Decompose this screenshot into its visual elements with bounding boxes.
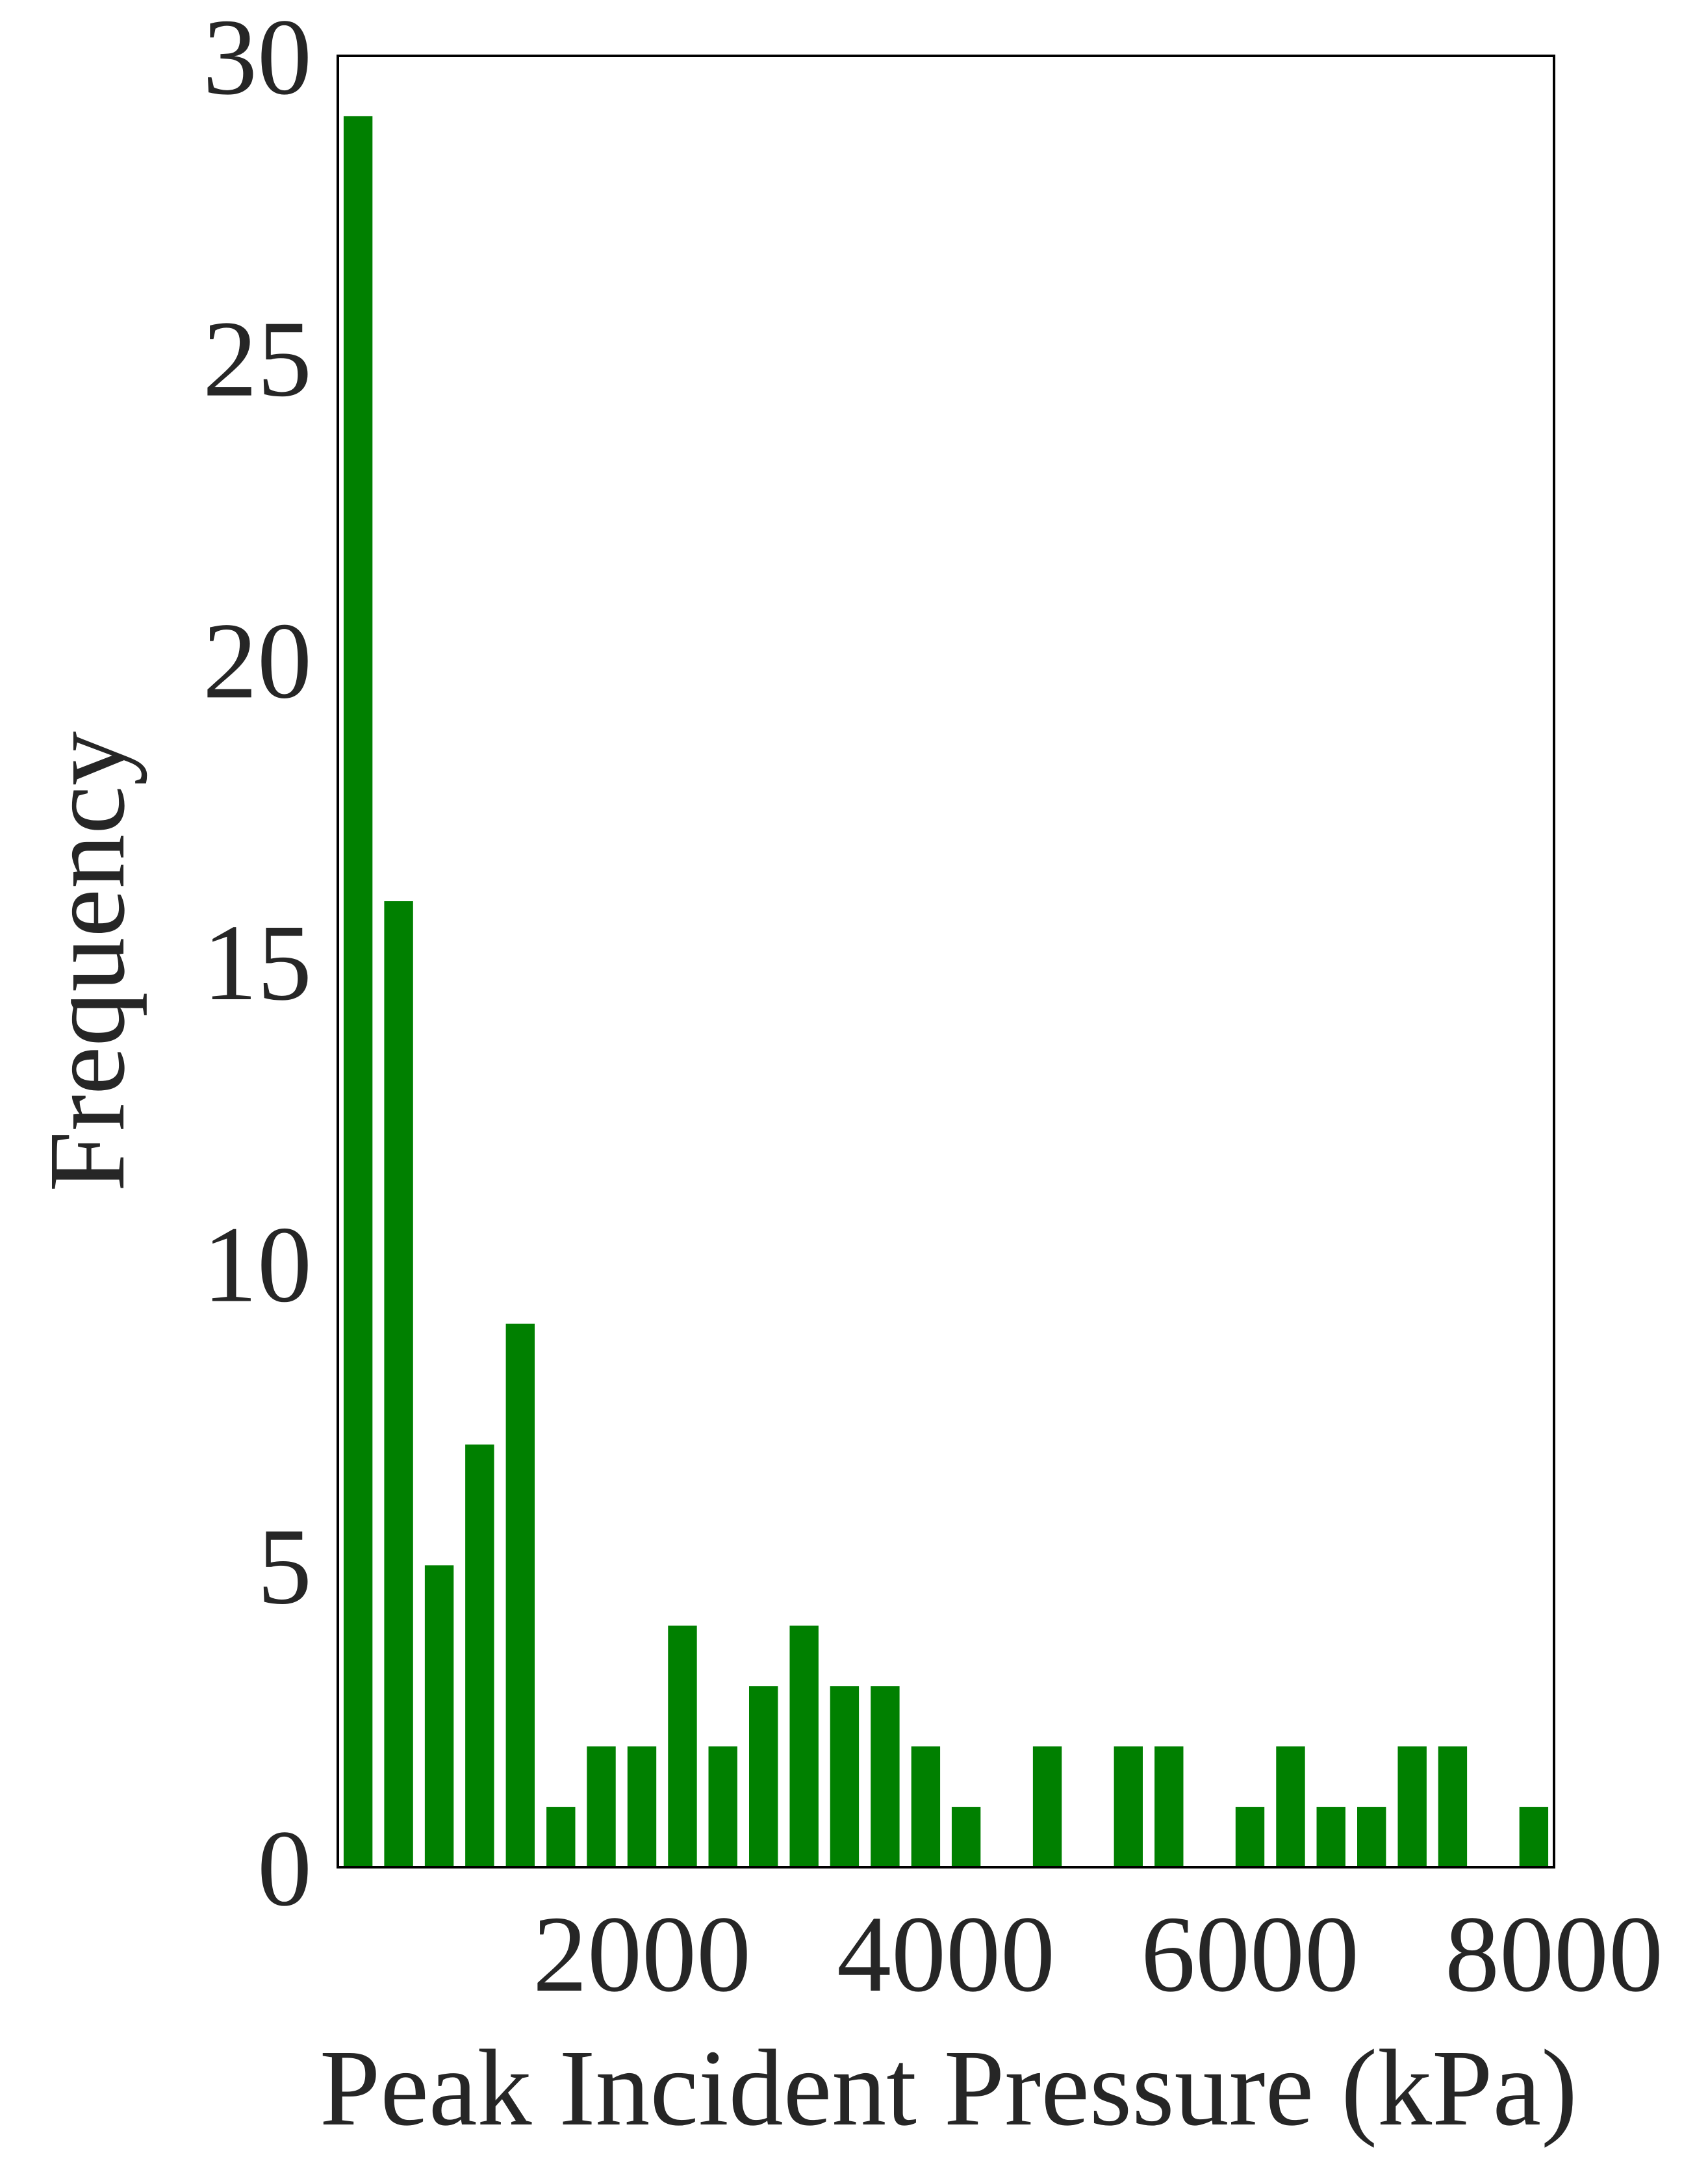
histogram-bar [1519,1807,1549,1867]
histogram-bar [546,1807,576,1867]
x-tick-label: 6000 [1141,1894,1359,2015]
histogram-bar [1235,1807,1265,1867]
histogram-bar [749,1686,778,1867]
y-tick-label: 5 [257,1506,312,1627]
y-tick-label: 15 [203,902,312,1023]
histogram-bar [587,1746,616,1867]
histogram-bar [424,1565,454,1867]
bars-group [343,116,1549,1867]
x-tick-label: 4000 [837,1894,1055,2015]
histogram-bar [1154,1746,1184,1867]
histogram-bar [668,1626,697,1867]
histogram-bar [789,1626,819,1867]
x-axis-label: Peak Incident Pressure (kPa) [320,2028,1577,2149]
histogram-bar [1032,1746,1062,1867]
histogram-bar [1397,1746,1427,1867]
y-tick-label: 0 [257,1808,312,1929]
y-tick-label: 20 [203,600,312,721]
histogram-bar [1438,1746,1468,1867]
histogram-bar [1357,1807,1386,1867]
histogram-bar [830,1686,860,1867]
y-tick-labels: 0 5 10 15 20 25 30 [203,0,312,1929]
y-tick-label: 30 [203,0,312,118]
histogram-bar [627,1746,657,1867]
histogram-bar [911,1746,941,1867]
plot-frame [337,55,1555,1869]
y-tick-label: 10 [203,1205,312,1325]
y-axis-label: Frequency [27,731,147,1192]
histogram-bar [1276,1746,1305,1867]
histogram-bar [505,1323,535,1867]
histogram-bar [871,1686,900,1867]
x-tick-label: 8000 [1445,1894,1663,2015]
histogram-bar [951,1807,981,1867]
histogram-bar [1316,1807,1345,1867]
histogram-bar [1114,1746,1143,1867]
x-tick-label: 2000 [533,1894,751,2015]
histogram-bar [708,1746,737,1867]
x-tick-labels: 2000 4000 6000 8000 [533,1894,1663,2015]
histogram-bar [343,116,373,1867]
histogram-bar [384,901,413,1867]
y-tick-label: 25 [203,299,312,420]
histogram-bar [465,1444,494,1867]
